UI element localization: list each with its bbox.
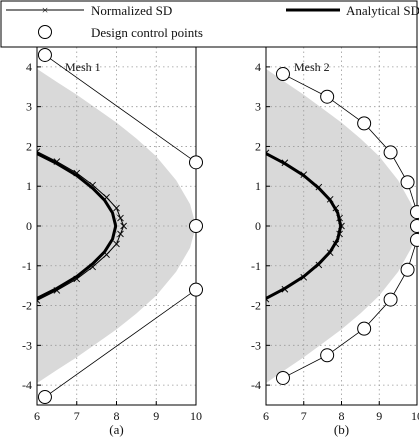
panel-label: (b) — [334, 422, 349, 437]
normalized-sd-marker — [120, 222, 127, 230]
control-point — [189, 155, 203, 170]
y-tick-label: 1 — [255, 179, 261, 193]
control-point — [410, 205, 419, 220]
normalized-sd-marker — [315, 183, 323, 191]
normalized-sd-marker — [300, 273, 308, 281]
x-tick-label: 8 — [339, 409, 345, 423]
normalized-sd-marker — [53, 158, 61, 165]
x-tick-label: 10 — [411, 409, 419, 423]
legend-frame — [0, 0, 418, 48]
y-tick-label: -4 — [22, 378, 32, 392]
x-tick-label: 6 — [34, 409, 40, 423]
control-point — [275, 370, 290, 385]
y-tick-label: 4 — [26, 60, 32, 74]
legend-label-analytical: Analytical SD — [346, 3, 419, 18]
y-tick-label: 3 — [255, 100, 261, 114]
normalized-sd-marker — [117, 230, 124, 238]
normalized-sd-marker — [332, 204, 340, 212]
normalized-sd-marker — [73, 169, 81, 177]
x-tick-label: 10 — [190, 409, 202, 423]
normalized-sd-marker — [73, 275, 81, 283]
series-analytical-sd — [37, 152, 118, 300]
y-tick-label: 0 — [255, 219, 261, 233]
normalized-sd-marker — [336, 230, 343, 238]
normalized-sd-marker — [281, 285, 289, 293]
normalized-sd-marker — [113, 240, 120, 248]
y-tick-label: -2 — [22, 299, 32, 313]
y-tick-label: 3 — [26, 100, 32, 114]
y-tick-label: 4 — [255, 60, 261, 74]
normalized-sd-marker — [326, 196, 334, 203]
control-point — [37, 390, 52, 405]
legend-marker-circle — [38, 25, 52, 39]
control-point — [189, 219, 203, 233]
normalized-sd-marker — [89, 263, 96, 271]
normalized-sd-marker — [103, 251, 110, 258]
control-point — [320, 89, 335, 104]
legend: × Normalized SD Analytical SD Design con… — [0, 0, 419, 48]
control-point — [410, 232, 419, 247]
control-point — [410, 219, 419, 233]
normalized-sd-marker — [300, 171, 308, 179]
legend-label-normalized: Normalized SD — [91, 3, 172, 18]
x-tick-label: 7 — [301, 409, 307, 423]
control-point — [383, 145, 398, 160]
control-point — [275, 67, 290, 82]
control-point — [357, 116, 372, 131]
y-tick-label: -1 — [251, 259, 261, 273]
x-tick-label: 9 — [153, 409, 159, 423]
normalized-sd-marker — [326, 249, 334, 256]
y-tick-label: 1 — [26, 179, 32, 193]
normalized-sd-marker — [266, 295, 270, 303]
y-tick-label: -1 — [22, 259, 32, 273]
control-point — [400, 262, 415, 277]
control-point — [383, 292, 398, 307]
y-tick-label: -3 — [251, 338, 261, 352]
control-point — [320, 348, 335, 363]
normalized-sd-marker — [281, 159, 289, 167]
x-tick-label: 6 — [263, 409, 269, 423]
panel-b: 6 7 8 9 10 -4 -3 -2 -1 0 1 2 3 4 Mesh 2 (b) — [251, 46, 419, 437]
plot-area — [37, 47, 196, 405]
y-tick-label: 2 — [255, 139, 261, 153]
series-analytical-sd — [266, 152, 343, 300]
normalized-sd-marker — [103, 194, 110, 201]
x-tick-label: 7 — [74, 409, 80, 423]
legend-label-control-points: Design control points — [91, 25, 203, 40]
legend-marker-normalized-x: × — [42, 3, 49, 17]
y-tick-label: 0 — [26, 219, 32, 233]
mesh-title: Mesh 2 — [294, 60, 330, 74]
normalized-sd-marker — [117, 214, 124, 222]
normalized-sd-marker — [338, 222, 345, 230]
normalized-sd-marker — [37, 297, 41, 304]
mesh-title: Mesh 1 — [65, 60, 101, 74]
panel-a: 6 7 8 9 10 -4 -3 -2 -1 0 1 2 3 4 Mesh 1 (a) — [22, 46, 203, 437]
control-point — [37, 47, 52, 62]
normalized-sd-marker — [266, 149, 270, 157]
x-tick-label: 8 — [114, 409, 120, 423]
y-tick-label: -3 — [22, 338, 32, 352]
y-tick-label: -2 — [251, 299, 261, 313]
control-point — [400, 175, 415, 190]
normalized-sd-marker — [336, 214, 343, 222]
normalized-sd-marker — [332, 240, 340, 248]
normalized-sd-marker — [53, 287, 61, 294]
control-point — [357, 321, 372, 336]
x-tick-label: 9 — [376, 409, 382, 423]
panel-label: (a) — [109, 422, 123, 437]
normalized-sd-marker — [113, 204, 120, 212]
control-point — [189, 282, 203, 297]
y-tick-label: -4 — [251, 378, 261, 392]
plot-area — [266, 47, 417, 405]
control-polygon — [44, 54, 196, 398]
normalized-sd-marker — [89, 181, 96, 189]
y-tick-label: 2 — [26, 139, 32, 153]
normalized-sd-marker — [315, 261, 323, 269]
normalized-sd-marker — [37, 148, 41, 155]
